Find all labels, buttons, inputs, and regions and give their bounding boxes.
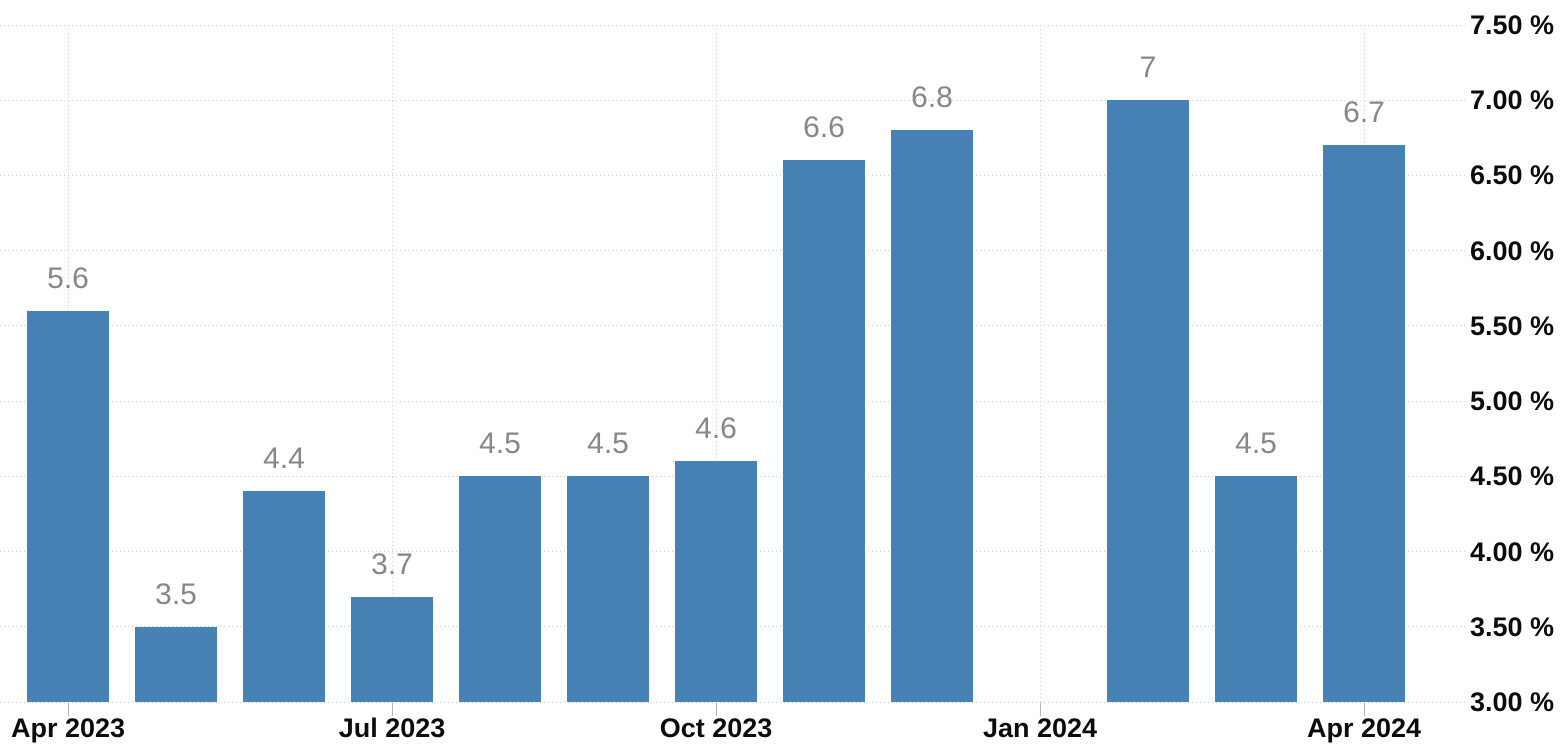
bar-value-label: 5.6 xyxy=(47,261,89,295)
bar[interactable] xyxy=(1107,100,1189,702)
x-axis-tick xyxy=(392,703,393,716)
bar-value-label: 4.4 xyxy=(263,442,305,476)
bar-value-label: 4.5 xyxy=(1235,427,1277,461)
x-axis-tick-label: Jul 2023 xyxy=(338,713,446,743)
v-gridline xyxy=(715,25,717,702)
bar-value-label: 4.5 xyxy=(587,427,629,461)
bar[interactable] xyxy=(135,626,217,702)
bar[interactable] xyxy=(1215,476,1297,702)
y-axis-tick-label: 7.50 % xyxy=(1470,10,1555,40)
h-gridline xyxy=(0,24,1465,26)
bar-value-label: 6.6 xyxy=(803,111,845,145)
y-axis-tick-label: 6.50 % xyxy=(1470,160,1555,191)
x-axis-tick-label: Apr 2024 xyxy=(1306,713,1422,743)
x-axis-tick xyxy=(1364,703,1365,716)
x-axis-tick-label: Apr 2023 xyxy=(10,713,126,743)
y-axis-tick-label: 5.00 % xyxy=(1470,386,1555,417)
v-gridline xyxy=(391,25,393,702)
bar[interactable] xyxy=(783,160,865,702)
y-axis-tick-label: 5.50 % xyxy=(1470,310,1555,341)
h-gridline xyxy=(0,325,1465,327)
bar[interactable] xyxy=(243,491,325,702)
x-axis-tick-label: Jan 2024 xyxy=(982,713,1098,743)
bar[interactable] xyxy=(567,476,649,702)
bar[interactable] xyxy=(1323,145,1405,702)
v-gridline xyxy=(1039,25,1041,702)
bar-value-label: 6.8 xyxy=(911,81,953,115)
bar[interactable] xyxy=(459,476,541,702)
bar-value-label: 7 xyxy=(1139,51,1157,85)
x-axis-tick xyxy=(1040,703,1041,716)
x-axis-tick xyxy=(68,703,69,716)
bar[interactable] xyxy=(351,596,433,702)
x-axis-tick-label: Oct 2023 xyxy=(659,713,773,743)
bar[interactable] xyxy=(675,461,757,702)
bar-value-label: 4.6 xyxy=(695,412,737,446)
h-gridline xyxy=(0,400,1465,402)
bar-value-label: 3.5 xyxy=(155,577,197,611)
h-gridline xyxy=(0,250,1465,252)
y-axis-tick-label: 3.00 % xyxy=(1470,687,1555,717)
y-axis-tick-label: 7.00 % xyxy=(1470,85,1555,116)
bar-value-label: 6.7 xyxy=(1343,96,1385,130)
h-gridline xyxy=(0,174,1465,176)
x-axis-tick xyxy=(716,703,717,716)
y-axis-tick-label: 4.50 % xyxy=(1470,461,1555,492)
y-axis-tick-label: 4.00 % xyxy=(1470,536,1555,567)
bar-value-label: 3.7 xyxy=(371,547,413,581)
h-gridline xyxy=(0,701,1465,703)
y-axis-tick-label: 6.00 % xyxy=(1470,235,1555,266)
bar[interactable] xyxy=(891,130,973,702)
bar[interactable] xyxy=(27,310,109,702)
y-axis-tick-label: 3.50 % xyxy=(1470,611,1555,642)
bar-value-label: 4.5 xyxy=(479,427,521,461)
h-gridline xyxy=(0,99,1465,101)
